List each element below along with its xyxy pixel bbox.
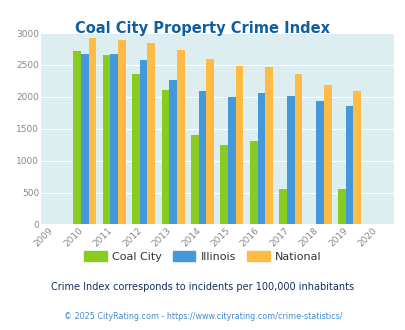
Bar — [206, 58, 213, 224]
Bar — [118, 40, 126, 224]
Bar — [147, 43, 155, 224]
Bar — [337, 189, 345, 224]
Bar — [279, 189, 286, 224]
Bar — [169, 80, 177, 224]
Bar — [353, 91, 360, 224]
Bar — [235, 66, 243, 224]
Bar — [264, 67, 272, 224]
Bar — [345, 106, 353, 224]
Bar — [132, 75, 139, 224]
Bar — [294, 75, 302, 224]
Bar — [110, 54, 118, 224]
Legend: Coal City, Illinois, National: Coal City, Illinois, National — [80, 247, 325, 266]
Bar — [315, 101, 323, 224]
Bar — [198, 91, 206, 224]
Bar — [177, 50, 184, 224]
Bar — [220, 145, 228, 224]
Bar — [257, 93, 264, 224]
Bar — [323, 85, 331, 224]
Text: Coal City Property Crime Index: Coal City Property Crime Index — [75, 21, 330, 36]
Bar — [161, 90, 169, 224]
Bar — [249, 141, 257, 224]
Bar — [286, 95, 294, 224]
Bar — [73, 51, 81, 224]
Bar — [81, 54, 88, 224]
Text: © 2025 CityRating.com - https://www.cityrating.com/crime-statistics/: © 2025 CityRating.com - https://www.city… — [64, 312, 341, 321]
Bar — [88, 38, 96, 224]
Bar — [102, 55, 110, 224]
Bar — [190, 135, 198, 224]
Bar — [139, 60, 147, 224]
Bar — [228, 97, 235, 224]
Text: Crime Index corresponds to incidents per 100,000 inhabitants: Crime Index corresponds to incidents per… — [51, 282, 354, 292]
